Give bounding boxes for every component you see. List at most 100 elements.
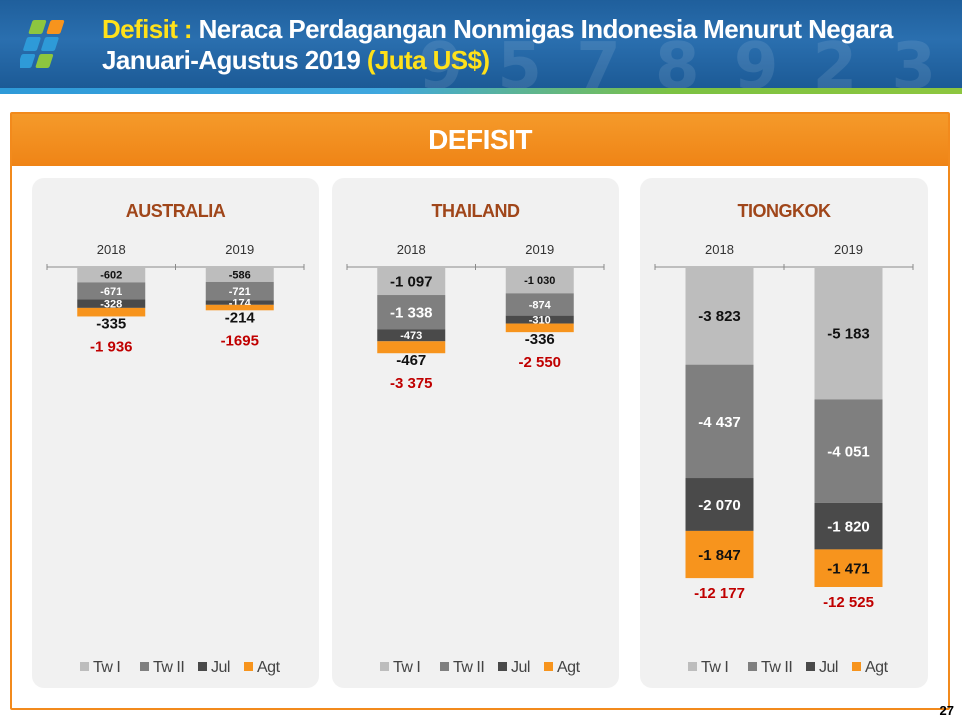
- data-label-jul: -473: [400, 330, 422, 342]
- chart-title: TIONGKOK: [738, 201, 831, 221]
- bar-segment-tw2: [77, 282, 146, 300]
- data-label-tw1: -586: [229, 269, 251, 281]
- legend-swatch-tw1: [80, 662, 89, 671]
- header-decoration: 9 5 7 8 9 2 3: [418, 30, 942, 88]
- bar-segment-tw1: [77, 267, 146, 283]
- bar-segment-jul: [377, 329, 446, 342]
- x-tick-label: 2019: [225, 242, 254, 257]
- bar-segment-jul: [814, 502, 883, 550]
- chart-panel-thailand: THAILAND 2018 -1 097 -1 338 -473 -467 -3 375 20…: [332, 178, 619, 688]
- page-title: Defisit : Neraca Perdagangan Nonmigas In…: [102, 14, 942, 76]
- chart-title: AUSTRALIA: [126, 201, 226, 221]
- legend-swatch-tw1: [688, 662, 697, 671]
- legend-swatch-jul: [498, 662, 507, 671]
- bar-segment-agt: [814, 549, 883, 587]
- total-label: -2 550: [518, 354, 561, 371]
- legend-swatch-agt: [544, 662, 553, 671]
- legend-label-tw2: Tw II: [453, 659, 484, 676]
- legend-swatch-tw2: [440, 662, 449, 671]
- chart-panel-australia: AUSTRALIA 2018 -602 -671 -328 -335 -1 936 2019 -…: [32, 178, 319, 688]
- chart-title: THAILAND: [432, 201, 520, 221]
- bar-segment-tw2: [205, 281, 274, 301]
- x-tick-label: 2019: [525, 242, 554, 257]
- data-label-agt: -1 847: [698, 547, 741, 564]
- data-label-jul: -328: [100, 299, 122, 311]
- chart-panel-tiongkok: TIONGKOK 2018 -3 823 -4 437 -2 070 -1 847 -12 …: [640, 178, 928, 688]
- bar-segment-agt: [505, 323, 574, 333]
- bar-segment-tw1: [685, 267, 754, 365]
- bar-segment-tw2: [685, 364, 754, 479]
- data-label-tw1: -602: [100, 270, 122, 282]
- legend-label-tw1: Tw I: [93, 659, 120, 676]
- x-tick-label: 2018: [97, 242, 126, 257]
- data-label-agt: -335: [96, 315, 126, 332]
- data-label-agt: -467: [396, 352, 426, 369]
- bps-logo-icon: [20, 20, 65, 68]
- chart-thailand: THAILAND 2018 -1 097 -1 338 -473 -467 -3 375 20…: [346, 201, 605, 676]
- title-line2: Januari-Agustus 2019: [102, 45, 367, 75]
- legend-swatch-tw2: [140, 662, 149, 671]
- total-label: -3 375: [390, 375, 433, 392]
- bar-segment-tw1: [505, 267, 574, 294]
- bar-segment-tw2: [505, 293, 574, 316]
- bar-segment-jul: [685, 478, 754, 531]
- data-label-jul: -2 070: [698, 497, 741, 514]
- legend-swatch-jul: [806, 662, 815, 671]
- chart-australia: AUSTRALIA 2018 -602 -671-328 -335 -1 936 2019 -…: [46, 201, 305, 676]
- bar-segment-agt: [77, 307, 146, 317]
- bar-segment-jul: [505, 315, 574, 324]
- bar-segment-jul: [77, 299, 146, 308]
- total-label: -12 525: [823, 594, 874, 611]
- bar-segment-tw1: [205, 267, 274, 282]
- chart-tiongkok: TIONGKOK 2018 -3 823 -4 437 -2 070 -1 847 -12 …: [654, 201, 914, 676]
- section-title: DEFISIT: [12, 114, 948, 166]
- legend-label-agt: Agt: [865, 659, 889, 676]
- data-label-tw1: -5 183: [827, 326, 870, 343]
- bar-segment-tw1: [377, 267, 446, 296]
- data-label-tw2: -721: [229, 286, 251, 298]
- slide-header: 9 5 7 8 9 2 3 Defisit : Neraca Perdagang…: [0, 0, 962, 88]
- total-label: -1 936: [90, 338, 133, 355]
- x-tick-label: 2018: [397, 242, 426, 257]
- legend-swatch-tw1: [380, 662, 389, 671]
- data-label-tw2: -4 437: [698, 414, 741, 431]
- data-label-agt: -1 471: [827, 561, 870, 578]
- legend-swatch-jul: [198, 662, 207, 671]
- title-text: Neraca Perdagangan Nonmigas Indonesia Me…: [191, 14, 894, 44]
- total-label: -12 177: [694, 585, 745, 602]
- bar-segment-agt: [205, 304, 274, 311]
- data-label-tw1: -1 097: [390, 273, 433, 290]
- title-highlight: Defisit :: [102, 14, 193, 44]
- legend-label-tw2: Tw II: [761, 659, 792, 676]
- bar-segment-tw1: [814, 267, 883, 400]
- bar-segment-agt: [377, 341, 446, 354]
- data-label-agt: -214: [225, 309, 256, 326]
- data-label-tw2: -4 051: [827, 444, 870, 461]
- bar-segment-tw2: [814, 399, 883, 503]
- page-number: 27: [939, 703, 954, 718]
- legend-label-jul: Jul: [511, 659, 530, 676]
- legend-swatch-agt: [244, 662, 253, 671]
- total-label: -1695: [221, 332, 259, 349]
- data-label-tw2: -671: [100, 286, 122, 298]
- data-label-tw2: -1 338: [390, 305, 433, 322]
- legend-label-jul: Jul: [211, 659, 230, 676]
- data-label-tw2: -874: [529, 299, 552, 311]
- bar-segment-jul: [205, 300, 274, 305]
- data-label-jul: -1 820: [827, 519, 870, 536]
- bar-segment-tw2: [377, 295, 446, 330]
- legend-swatch-agt: [852, 662, 861, 671]
- x-tick-label: 2018: [705, 242, 734, 257]
- data-label-agt: -336: [525, 331, 555, 348]
- legend-label-tw2: Tw II: [153, 659, 184, 676]
- data-label-tw1: -1 030: [524, 275, 555, 287]
- legend-label-tw1: Tw I: [701, 659, 728, 676]
- legend-label-tw1: Tw I: [393, 659, 420, 676]
- legend-label-agt: Agt: [557, 659, 581, 676]
- legend-swatch-tw2: [748, 662, 757, 671]
- data-label-tw1: -3 823: [698, 308, 741, 325]
- data-label-jul: -310: [529, 315, 551, 327]
- bar-segment-agt: [685, 530, 754, 579]
- header-stripe: [0, 88, 962, 94]
- title-unit: (Juta US$): [366, 45, 490, 75]
